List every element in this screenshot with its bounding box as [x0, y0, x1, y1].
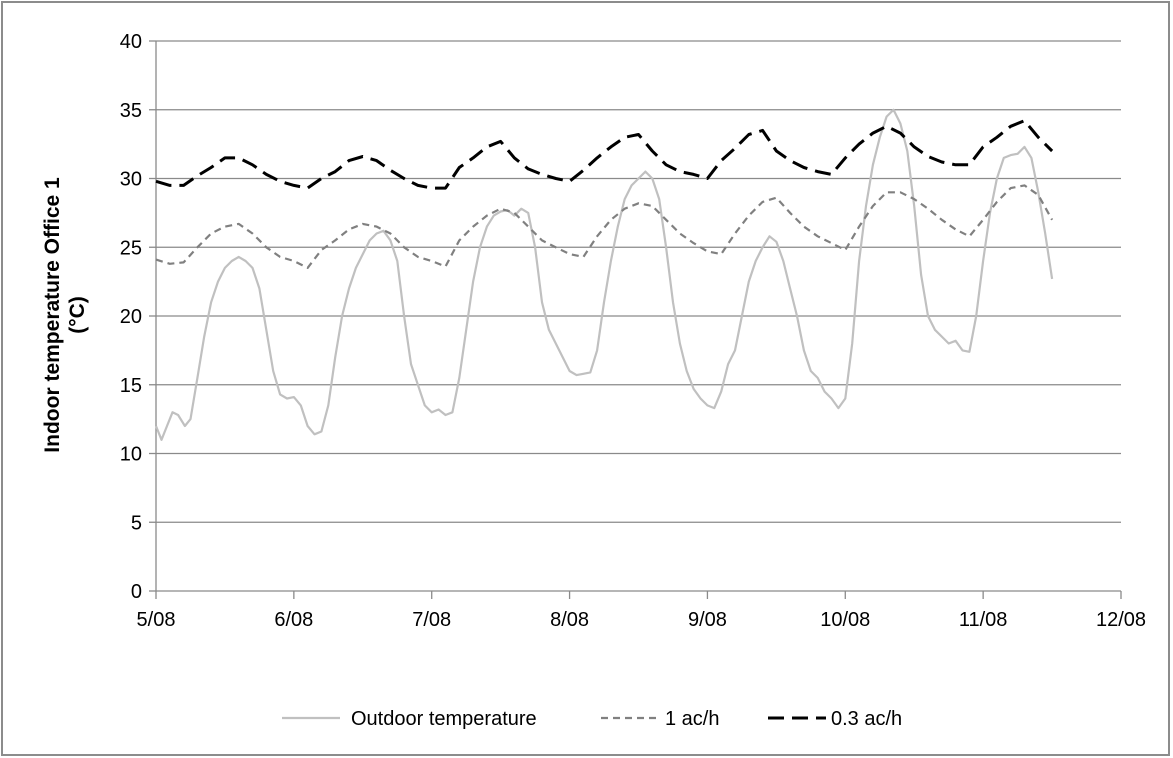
- y-tick-label: 30: [120, 169, 142, 191]
- series-layer: [154, 108, 1054, 441]
- legend-label: 1 ac/h: [665, 708, 719, 730]
- y-tick-label: 10: [120, 444, 142, 466]
- y-axis-label-line-1: Indoor temperature Office 1: [41, 177, 64, 453]
- x-tick-label: 5/08: [137, 609, 176, 631]
- y-tick-label: 35: [120, 100, 142, 122]
- axes: 0 5 10 15 20 25 30 35 40 5/08 6/08 7/08 8/08 9/08 10/0…: [120, 31, 1146, 631]
- y-tick-label: 5: [131, 512, 142, 534]
- y-tick-label: 25: [120, 237, 142, 259]
- y-tick-label: 20: [120, 306, 142, 328]
- x-tick-label: 8/08: [550, 609, 589, 631]
- legend-label: 0.3 ac/h: [831, 708, 902, 730]
- y-tick-label: 15: [120, 375, 142, 397]
- x-tick-label: 10/08: [820, 609, 870, 631]
- series-line: [155, 184, 1054, 269]
- gridlines: [156, 40, 1121, 523]
- series-line: [154, 108, 1054, 441]
- x-tick-label: 9/08: [688, 609, 727, 631]
- x-tick-label: 11/08: [959, 609, 1008, 631]
- series-line: [155, 119, 1054, 190]
- y-tick-label: 40: [120, 31, 142, 53]
- y-axis-label-line-2: (°C): [66, 296, 89, 334]
- legend: Outdoor temperature 1 ac/h 0.3 ac/h: [282, 708, 902, 730]
- x-tick-label: 6/08: [274, 609, 313, 631]
- y-tick-label: 0: [131, 581, 142, 603]
- legend-label: Outdoor temperature: [351, 708, 537, 730]
- x-tick-label: 7/08: [412, 609, 451, 631]
- x-tick-label: 12/08: [1096, 609, 1146, 631]
